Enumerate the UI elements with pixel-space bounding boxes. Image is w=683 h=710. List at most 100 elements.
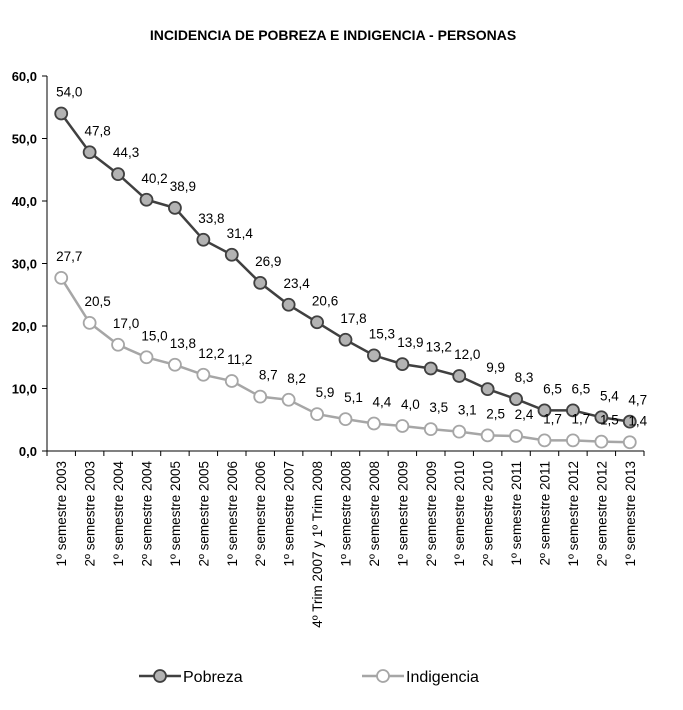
- x-tick-label: 1º semestre 2004: [111, 461, 126, 567]
- data-label-indigencia: 2,4: [515, 407, 534, 422]
- x-tick-label: 1º semestre 2009: [395, 461, 410, 566]
- data-point-pobreza: [338, 332, 353, 347]
- y-tick-label: 60,0: [12, 69, 37, 84]
- data-label-pobreza: 47,8: [85, 123, 111, 138]
- data-point-pobreza: [367, 348, 381, 363]
- legend: Pobreza Indigencia: [139, 669, 479, 686]
- data-label-pobreza: 4,7: [628, 393, 647, 408]
- data-point-indigencia: [54, 270, 69, 285]
- data-point-pobreza: [310, 315, 324, 330]
- data-label-indigencia: 5,1: [344, 390, 363, 405]
- data-point-indigencia: [452, 424, 467, 439]
- data-point-indigencia: [253, 389, 268, 404]
- data-point-indigencia: [82, 315, 97, 330]
- series-line-pobreza: [60, 112, 630, 423]
- data-label-pobreza: 23,4: [284, 276, 311, 291]
- data-label-pobreza: 6,5: [572, 381, 591, 396]
- legend-marker-indigencia: [376, 669, 390, 683]
- data-label-indigencia: 1,7: [572, 411, 591, 426]
- x-tick-label: 4º Trim 2007 y 1º Trim 2008: [310, 461, 325, 628]
- x-tick-label: 2º semestre 2003: [83, 461, 98, 567]
- data-point-indigencia: [139, 350, 154, 365]
- data-point-pobreza: [82, 145, 97, 160]
- chart-title: INCIDENCIA DE POBREZA E INDIGENCIA - PER…: [150, 27, 516, 43]
- data-point-pobreza: [196, 232, 211, 247]
- data-label-pobreza: 9,9: [486, 360, 505, 375]
- y-tick-label: 20,0: [12, 319, 37, 334]
- data-point-pobreza: [224, 247, 239, 262]
- data-point-pobreza: [423, 361, 438, 376]
- data-point-pobreza: [168, 200, 182, 215]
- data-point-pobreza: [594, 410, 609, 425]
- x-axis-ticks: 1º semestre 2003 2º semestre 2003 1º semes…: [46, 451, 645, 628]
- x-tick-label: 2º semestre 2006: [253, 461, 268, 567]
- data-point-indigencia: [480, 428, 495, 443]
- data-label-pobreza: 38,9: [170, 179, 196, 194]
- data-point-indigencia: [224, 374, 239, 388]
- data-point-pobreza: [566, 403, 580, 418]
- data-point-indigencia: [423, 422, 438, 437]
- x-tick-label: 1º semestre 2013: [623, 461, 638, 567]
- y-tick-label: 0,0: [19, 444, 37, 459]
- data-label-indigencia: 12,2: [198, 346, 224, 361]
- x-tick-label: 1º semestre 2012: [566, 461, 581, 567]
- x-tick-label: 1º semestre 2011: [509, 461, 524, 566]
- data-label-pobreza: 12,0: [454, 347, 480, 362]
- x-tick-label: 1º semestre 2007: [282, 461, 297, 567]
- data-point-indigencia: [310, 407, 324, 422]
- data-label-pobreza: 33,8: [198, 211, 224, 226]
- data-label-pobreza: 5,4: [600, 388, 619, 403]
- data-point-pobreza: [139, 192, 154, 207]
- x-tick-label: 2º semestre 2008: [367, 461, 382, 567]
- data-label-pobreza: 17,8: [340, 311, 366, 326]
- data-label-indigencia: 15,0: [141, 328, 167, 343]
- data-label-pobreza: 44,3: [113, 145, 139, 160]
- data-label-indigencia: 20,5: [85, 294, 111, 309]
- data-point-indigencia: [111, 337, 125, 352]
- data-label-indigencia: 1,5: [600, 413, 619, 428]
- data-label-pobreza: 8,3: [515, 370, 534, 385]
- x-tick-label: 2º semestre 2012: [594, 461, 609, 567]
- data-point-indigencia: [196, 367, 211, 382]
- data-label-pobreza: 13,2: [426, 340, 452, 355]
- x-tick-label: 1º semestre 2005: [168, 461, 183, 567]
- data-label-indigencia: 17,0: [113, 316, 139, 331]
- data-point-indigencia: [537, 433, 552, 448]
- x-tick-label: 1º semestre 2003: [54, 461, 69, 567]
- data-point-pobreza: [509, 392, 523, 407]
- legend-label-pobreza: Pobreza: [183, 669, 243, 686]
- y-tick-label: 50,0: [12, 132, 37, 147]
- data-label-indigencia: 5,9: [316, 385, 335, 400]
- data-label-indigencia: 8,2: [287, 371, 306, 386]
- data-point-indigencia: [594, 434, 609, 449]
- y-axis-ticks: 0,0 10,0 20,0 30,0 40,0 50,0 60,0: [12, 69, 47, 459]
- data-point-pobreza: [395, 357, 410, 372]
- data-point-pobreza: [452, 369, 467, 383]
- data-point-pobreza: [111, 167, 125, 182]
- data-point-indigencia: [338, 412, 353, 427]
- y-tick-label: 10,0: [12, 382, 37, 397]
- data-label-indigencia: 4,0: [401, 397, 420, 412]
- data-point-indigencia: [622, 435, 637, 450]
- data-point-pobreza: [622, 414, 637, 429]
- data-point-indigencia: [395, 419, 410, 433]
- data-label-indigencia: 13,8: [170, 336, 196, 351]
- data-label-pobreza: 40,2: [141, 171, 167, 186]
- x-tick-label: 2º semestre 2005: [196, 461, 211, 567]
- data-label-indigencia: 11,2: [227, 352, 252, 367]
- data-point-indigencia: [281, 392, 296, 407]
- data-point-pobreza: [537, 403, 552, 418]
- data-label-pobreza: 54,0: [56, 85, 82, 100]
- legend-label-indigencia: Indigencia: [406, 669, 479, 686]
- data-label-pobreza: 20,6: [312, 293, 338, 308]
- x-tick-label: 2º semestre 2009: [424, 461, 439, 567]
- x-tick-label: 1º semestre 2008: [339, 461, 354, 567]
- data-label-indigencia: 4,4: [373, 395, 392, 410]
- data-point-pobreza: [480, 382, 495, 397]
- y-tick-label: 30,0: [12, 257, 37, 272]
- x-tick-label: 1º semestre 2006: [225, 461, 240, 567]
- data-point-indigencia: [367, 416, 381, 431]
- data-point-pobreza: [54, 106, 69, 121]
- data-point-indigencia: [509, 429, 523, 443]
